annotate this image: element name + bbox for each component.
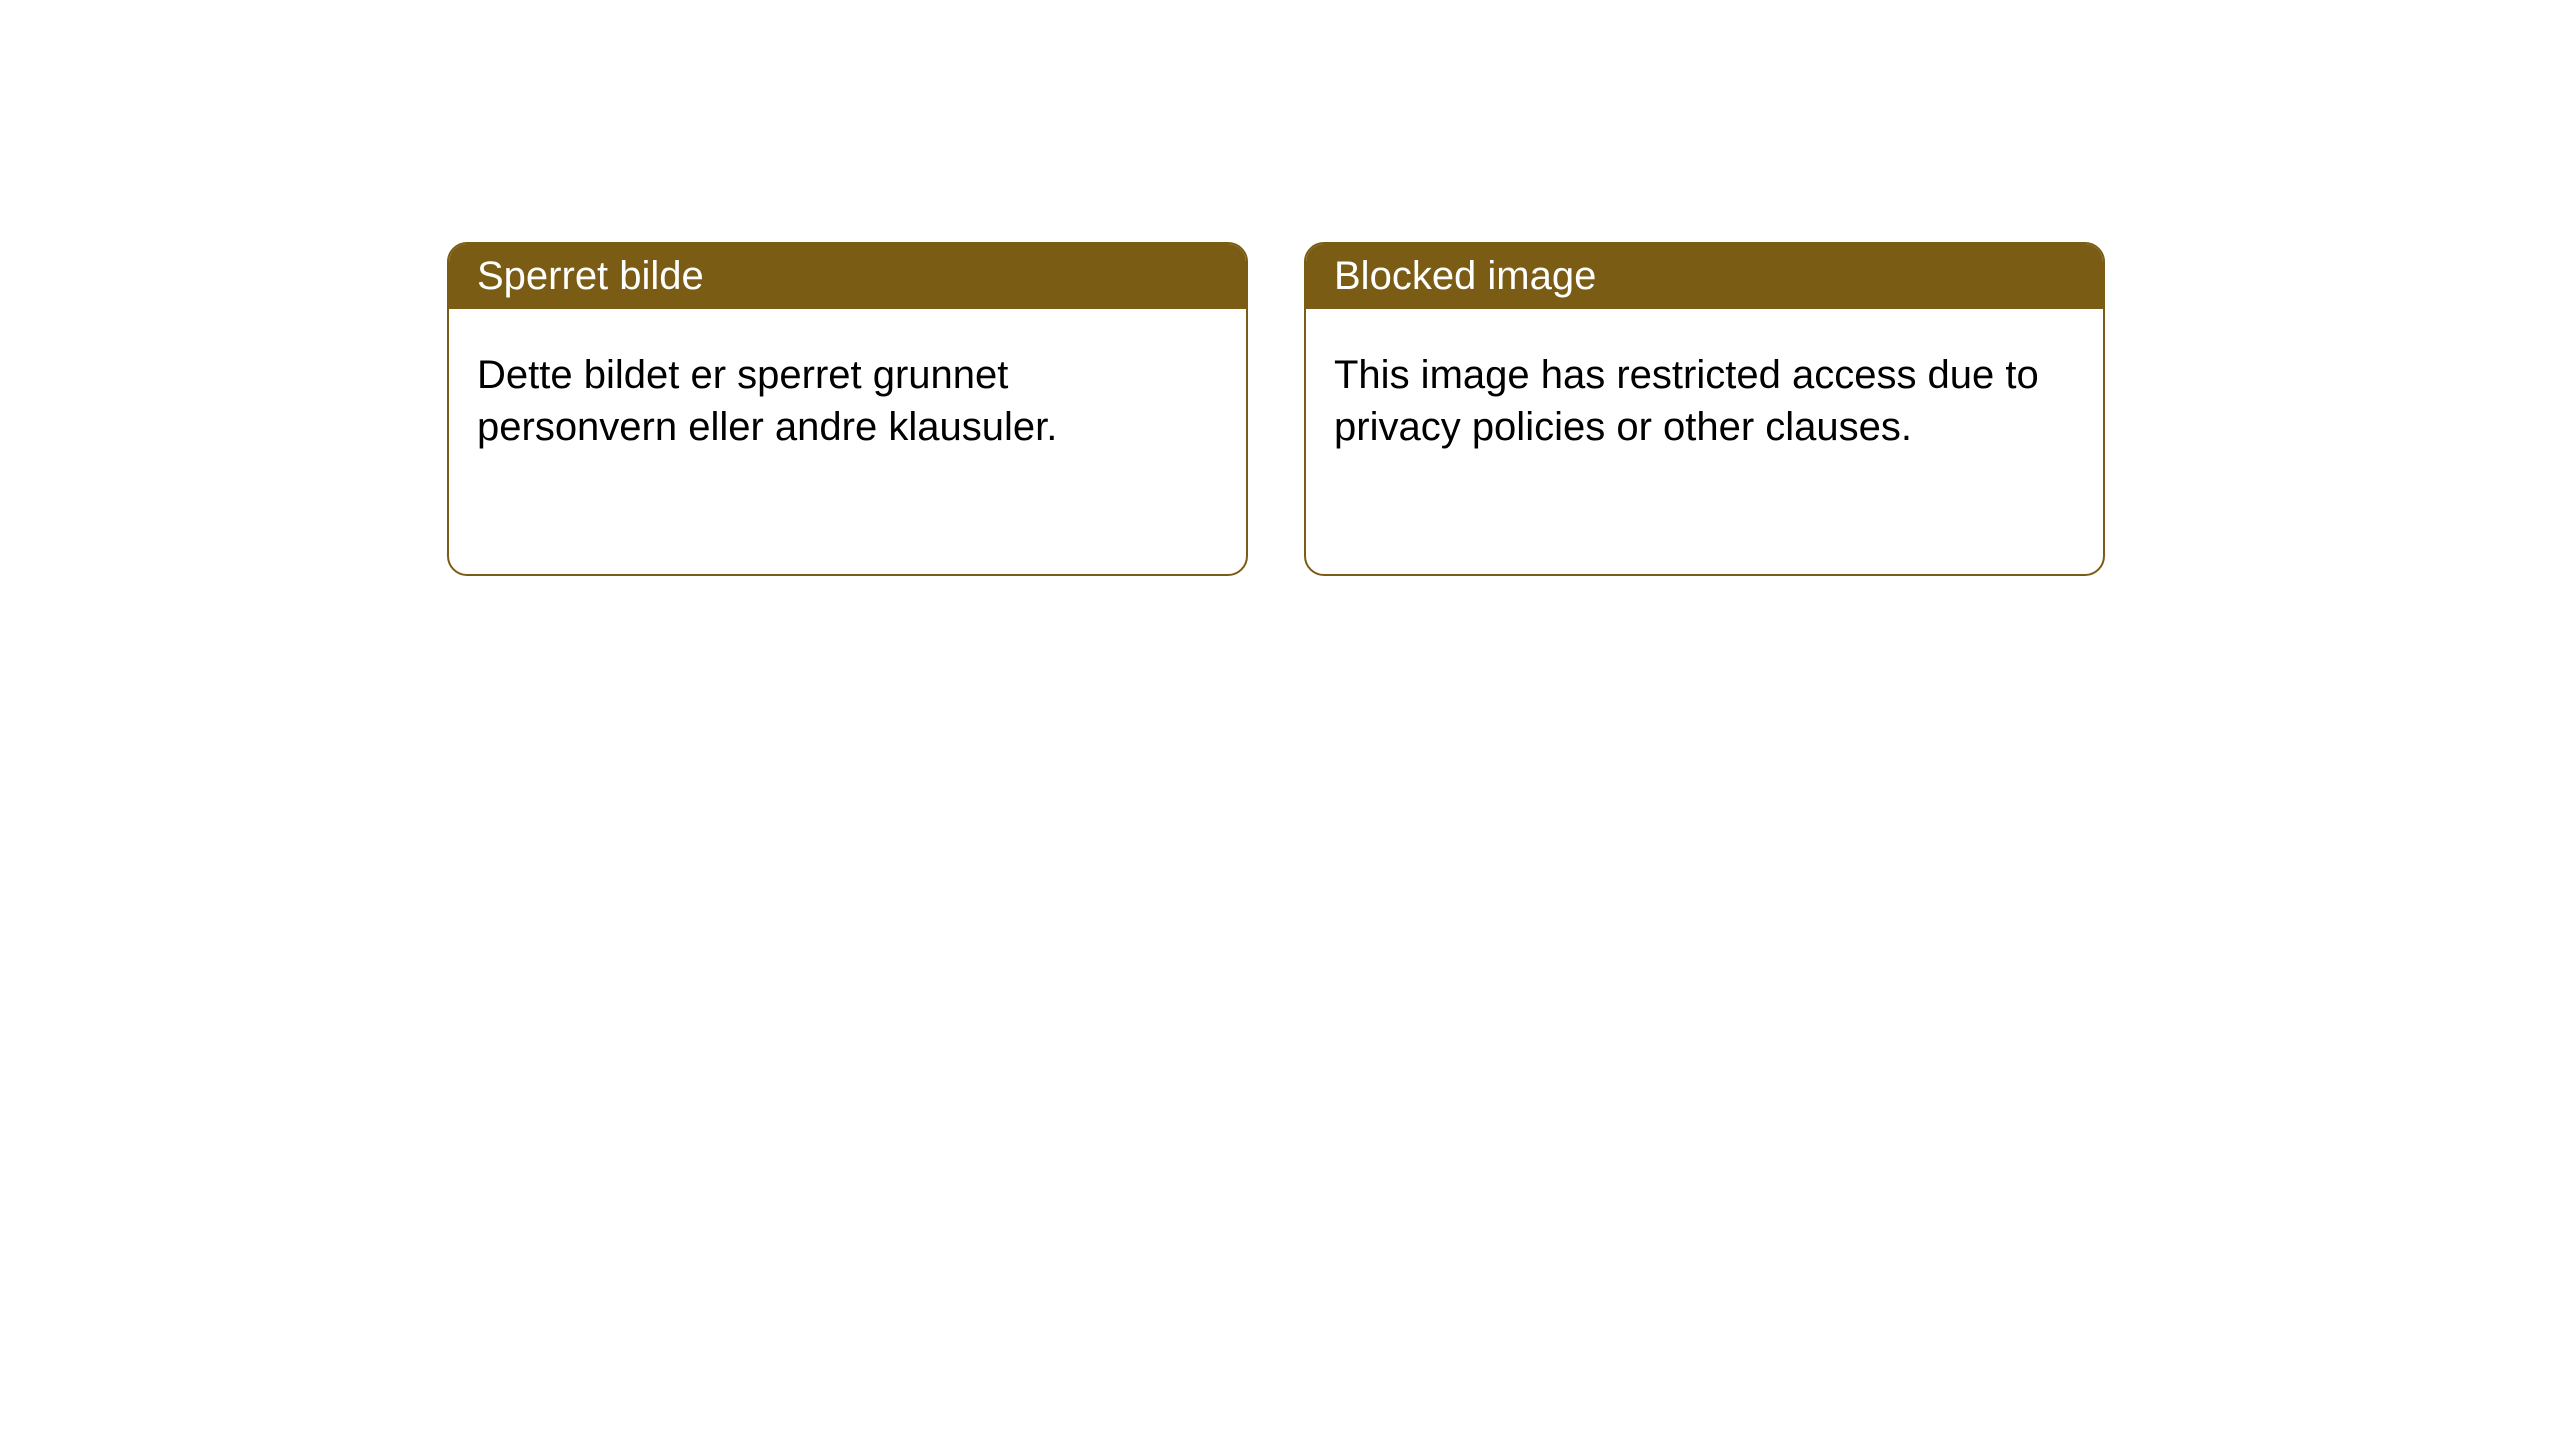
card-message-no: Dette bildet er sperret grunnet personve… <box>477 353 1057 449</box>
card-header-en: Blocked image <box>1306 244 2103 309</box>
blocked-image-card-no: Sperret bilde Dette bildet er sperret gr… <box>447 242 1248 576</box>
card-body-en: This image has restricted access due to … <box>1306 309 2103 493</box>
blocked-image-card-en: Blocked image This image has restricted … <box>1304 242 2105 576</box>
card-title-en: Blocked image <box>1334 254 1596 298</box>
notice-container: Sperret bilde Dette bildet er sperret gr… <box>0 0 2560 576</box>
card-header-no: Sperret bilde <box>449 244 1246 309</box>
card-title-no: Sperret bilde <box>477 254 704 298</box>
card-message-en: This image has restricted access due to … <box>1334 353 2039 449</box>
card-body-no: Dette bildet er sperret grunnet personve… <box>449 309 1246 493</box>
